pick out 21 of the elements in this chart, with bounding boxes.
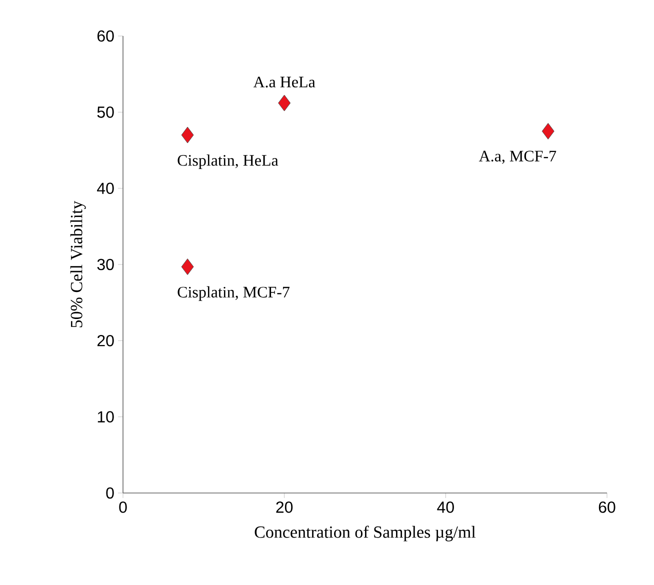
- point: [278, 94, 291, 112]
- y-tick-label: 50: [97, 106, 114, 118]
- x-axis-title: Concentration of Samples µg/ml: [254, 526, 476, 542]
- y-tick-label: 20: [97, 334, 114, 346]
- annotation: Cisplatin, HeLa: [178, 154, 278, 170]
- annotation: A.a HeLa: [253, 76, 316, 88]
- y-tick-label: 40: [97, 182, 114, 194]
- point: [181, 258, 194, 276]
- point: [542, 122, 554, 140]
- y-tick-label: 10: [98, 411, 114, 422]
- y-axis-title: 50% Cell Viability: [70, 200, 86, 328]
- point: [181, 126, 194, 144]
- x-tick-label: 60: [598, 502, 616, 513]
- x-tick-label: 40: [437, 502, 454, 513]
- y-tick-label: 60: [97, 30, 114, 42]
- y-tick-label: 30: [97, 258, 114, 270]
- x-tick-label: 20: [276, 502, 293, 513]
- y-tick-label: 0: [106, 487, 114, 499]
- annotation: A.a, MCF-7: [478, 150, 556, 164]
- annotation: Cisplatin, MCF-7: [178, 286, 290, 301]
- x-tick-label: 0: [119, 502, 127, 513]
